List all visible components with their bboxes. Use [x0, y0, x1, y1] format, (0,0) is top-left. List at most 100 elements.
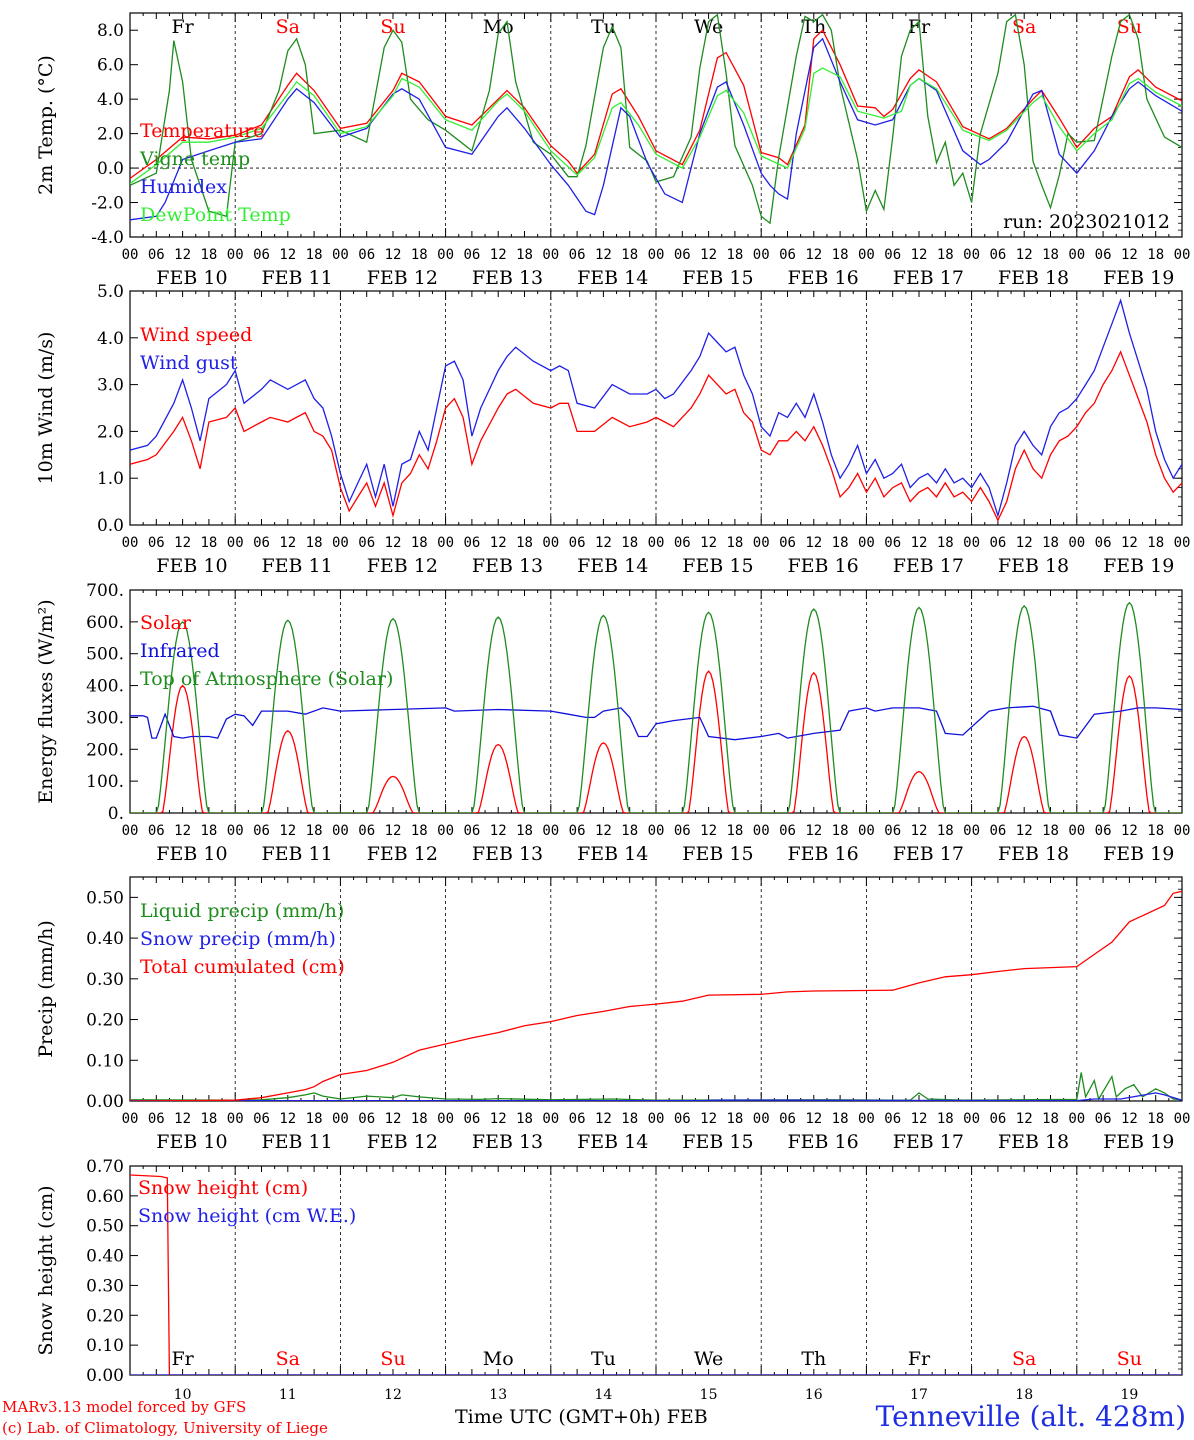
- hour-tick-label: 12: [385, 1111, 402, 1127]
- hour-tick-label: 06: [148, 535, 165, 551]
- hour-tick-label: 06: [989, 535, 1006, 551]
- legend-entry: Temperature: [140, 120, 264, 142]
- hour-tick-label: 18: [937, 535, 954, 551]
- panel-energy: 0. 100. 200. 300. 400. 500. 600. 700. Energy flu…: [35, 581, 1190, 865]
- y-tick-label: 0.20: [86, 1011, 124, 1031]
- hour-tick-label: 06: [989, 823, 1006, 839]
- hour-tick-label: 18: [1042, 535, 1059, 551]
- hour-tick-label: 18: [726, 1111, 743, 1127]
- hour-tick-label: 18: [937, 1111, 954, 1127]
- y-tick-label: 0.10: [86, 1051, 124, 1071]
- y-tick-label: 0.10: [86, 1336, 124, 1356]
- series-snow-height-cm: [130, 1174, 1182, 1375]
- date-label: FEB 11: [262, 555, 333, 577]
- legend-entry: Vigne temp: [139, 148, 250, 170]
- hour-tick-label: 00: [332, 247, 349, 263]
- hour-tick-label: 06: [884, 823, 901, 839]
- date-label: FEB 14: [577, 555, 648, 577]
- hour-tick-label: 18: [200, 1111, 217, 1127]
- y-tick-label: 0.00: [86, 1092, 124, 1112]
- legend-entry: Snow height (cm W.E.): [138, 1205, 356, 1227]
- hour-tick-label: 00: [753, 247, 770, 263]
- hour-tick-label: 18: [832, 823, 849, 839]
- hour-tick-label: 18: [1042, 247, 1059, 263]
- series-snow-precip-mm-h: [130, 1092, 1182, 1101]
- hour-tick-label: 18: [1147, 1111, 1164, 1127]
- weekday-label: Tu: [591, 1348, 616, 1370]
- day-number-label: 18: [1015, 1387, 1033, 1403]
- hour-tick-label: 12: [805, 1111, 822, 1127]
- hour-tick-label: 06: [779, 535, 796, 551]
- date-label: FEB 10: [156, 267, 227, 289]
- weekday-label: Su: [1117, 1348, 1142, 1370]
- date-label: FEB 16: [788, 267, 859, 289]
- series-dewpoint-temp: [130, 67, 1182, 185]
- series-solar: [130, 670, 1182, 813]
- y-tick-label: 8.0: [97, 21, 124, 41]
- y-tick-label: 100.: [86, 772, 124, 792]
- legend-entry: Snow height (cm): [138, 1177, 308, 1199]
- hour-tick-label: 18: [937, 247, 954, 263]
- hour-tick-label: 18: [411, 823, 428, 839]
- y-tick-label: 0.00: [86, 1366, 124, 1386]
- date-label: FEB 15: [682, 555, 753, 577]
- hour-tick-label: 00: [648, 247, 665, 263]
- weekday-label: We: [694, 16, 723, 38]
- date-label: FEB 13: [472, 843, 543, 865]
- hour-tick-label: 12: [1016, 247, 1033, 263]
- y-axis-label: Snow height (cm): [35, 1185, 57, 1355]
- y-tick-label: 0.0: [97, 159, 124, 179]
- hour-tick-label: 00: [227, 823, 244, 839]
- hour-tick-label: 00: [963, 823, 980, 839]
- y-tick-label: 0.70: [86, 1157, 124, 1177]
- hour-tick-label: 00: [753, 535, 770, 551]
- hour-tick-label: 12: [1121, 247, 1138, 263]
- lab-credit: (c) Lab. of Climatology, University of L…: [2, 1419, 328, 1437]
- day-number-label: 10: [174, 1387, 192, 1403]
- panel-snow: 0.00 0.10 0.20 0.30 0.40 0.50 0.60 0.70 Snow hei…: [35, 1157, 1183, 1403]
- series-temperature: [130, 29, 1182, 179]
- date-label: FEB 10: [156, 843, 227, 865]
- weekday-label: Sa: [276, 1348, 300, 1370]
- hour-tick-label: 00: [437, 247, 454, 263]
- legend-entry: Solar: [140, 612, 192, 634]
- weekday-label: We: [694, 1348, 723, 1370]
- date-label: FEB 11: [262, 843, 333, 865]
- hour-tick-label: 00: [1068, 535, 1085, 551]
- hour-tick-label: 18: [832, 535, 849, 551]
- date-label: FEB 19: [1103, 555, 1174, 577]
- hour-tick-label: 00: [1068, 247, 1085, 263]
- y-tick-label: 3.0: [97, 376, 124, 396]
- hour-tick-label: 06: [358, 247, 375, 263]
- hour-tick-label: 00: [122, 247, 139, 263]
- hour-tick-label: 18: [516, 1111, 533, 1127]
- hour-tick-label: 12: [805, 247, 822, 263]
- hour-tick-label: 00: [858, 247, 875, 263]
- hour-tick-label: 06: [569, 1111, 586, 1127]
- hour-tick-label: 18: [516, 247, 533, 263]
- day-number-label: 19: [1120, 1387, 1138, 1403]
- y-tick-label: 2.0: [97, 125, 124, 145]
- hour-tick-label: 00: [122, 1111, 139, 1127]
- hour-tick-label: 18: [200, 535, 217, 551]
- date-label: FEB 14: [577, 267, 648, 289]
- date-label: FEB 16: [788, 555, 859, 577]
- hour-tick-label: 06: [463, 247, 480, 263]
- hour-tick-label: 12: [1016, 823, 1033, 839]
- date-label: FEB 11: [262, 267, 333, 289]
- hour-tick-label: 06: [148, 247, 165, 263]
- hour-tick-label: 12: [490, 823, 507, 839]
- hour-tick-label: 06: [253, 1111, 270, 1127]
- day-number-label: 12: [384, 1387, 402, 1403]
- date-label: FEB 17: [893, 267, 964, 289]
- hour-tick-label: 06: [1095, 535, 1112, 551]
- panel-wind: 0.0 1.0 2.0 3.0 4.0 5.0 10m Wind (m/s) 00 06 12 18…: [35, 282, 1190, 577]
- hour-tick-label: 06: [463, 1111, 480, 1127]
- hour-tick-label: 06: [674, 535, 691, 551]
- date-label: FEB 16: [788, 843, 859, 865]
- hour-tick-label: 00: [227, 535, 244, 551]
- y-tick-label: 200.: [86, 740, 124, 760]
- hour-tick-label: 12: [279, 247, 296, 263]
- plot-frame: [129, 589, 1183, 814]
